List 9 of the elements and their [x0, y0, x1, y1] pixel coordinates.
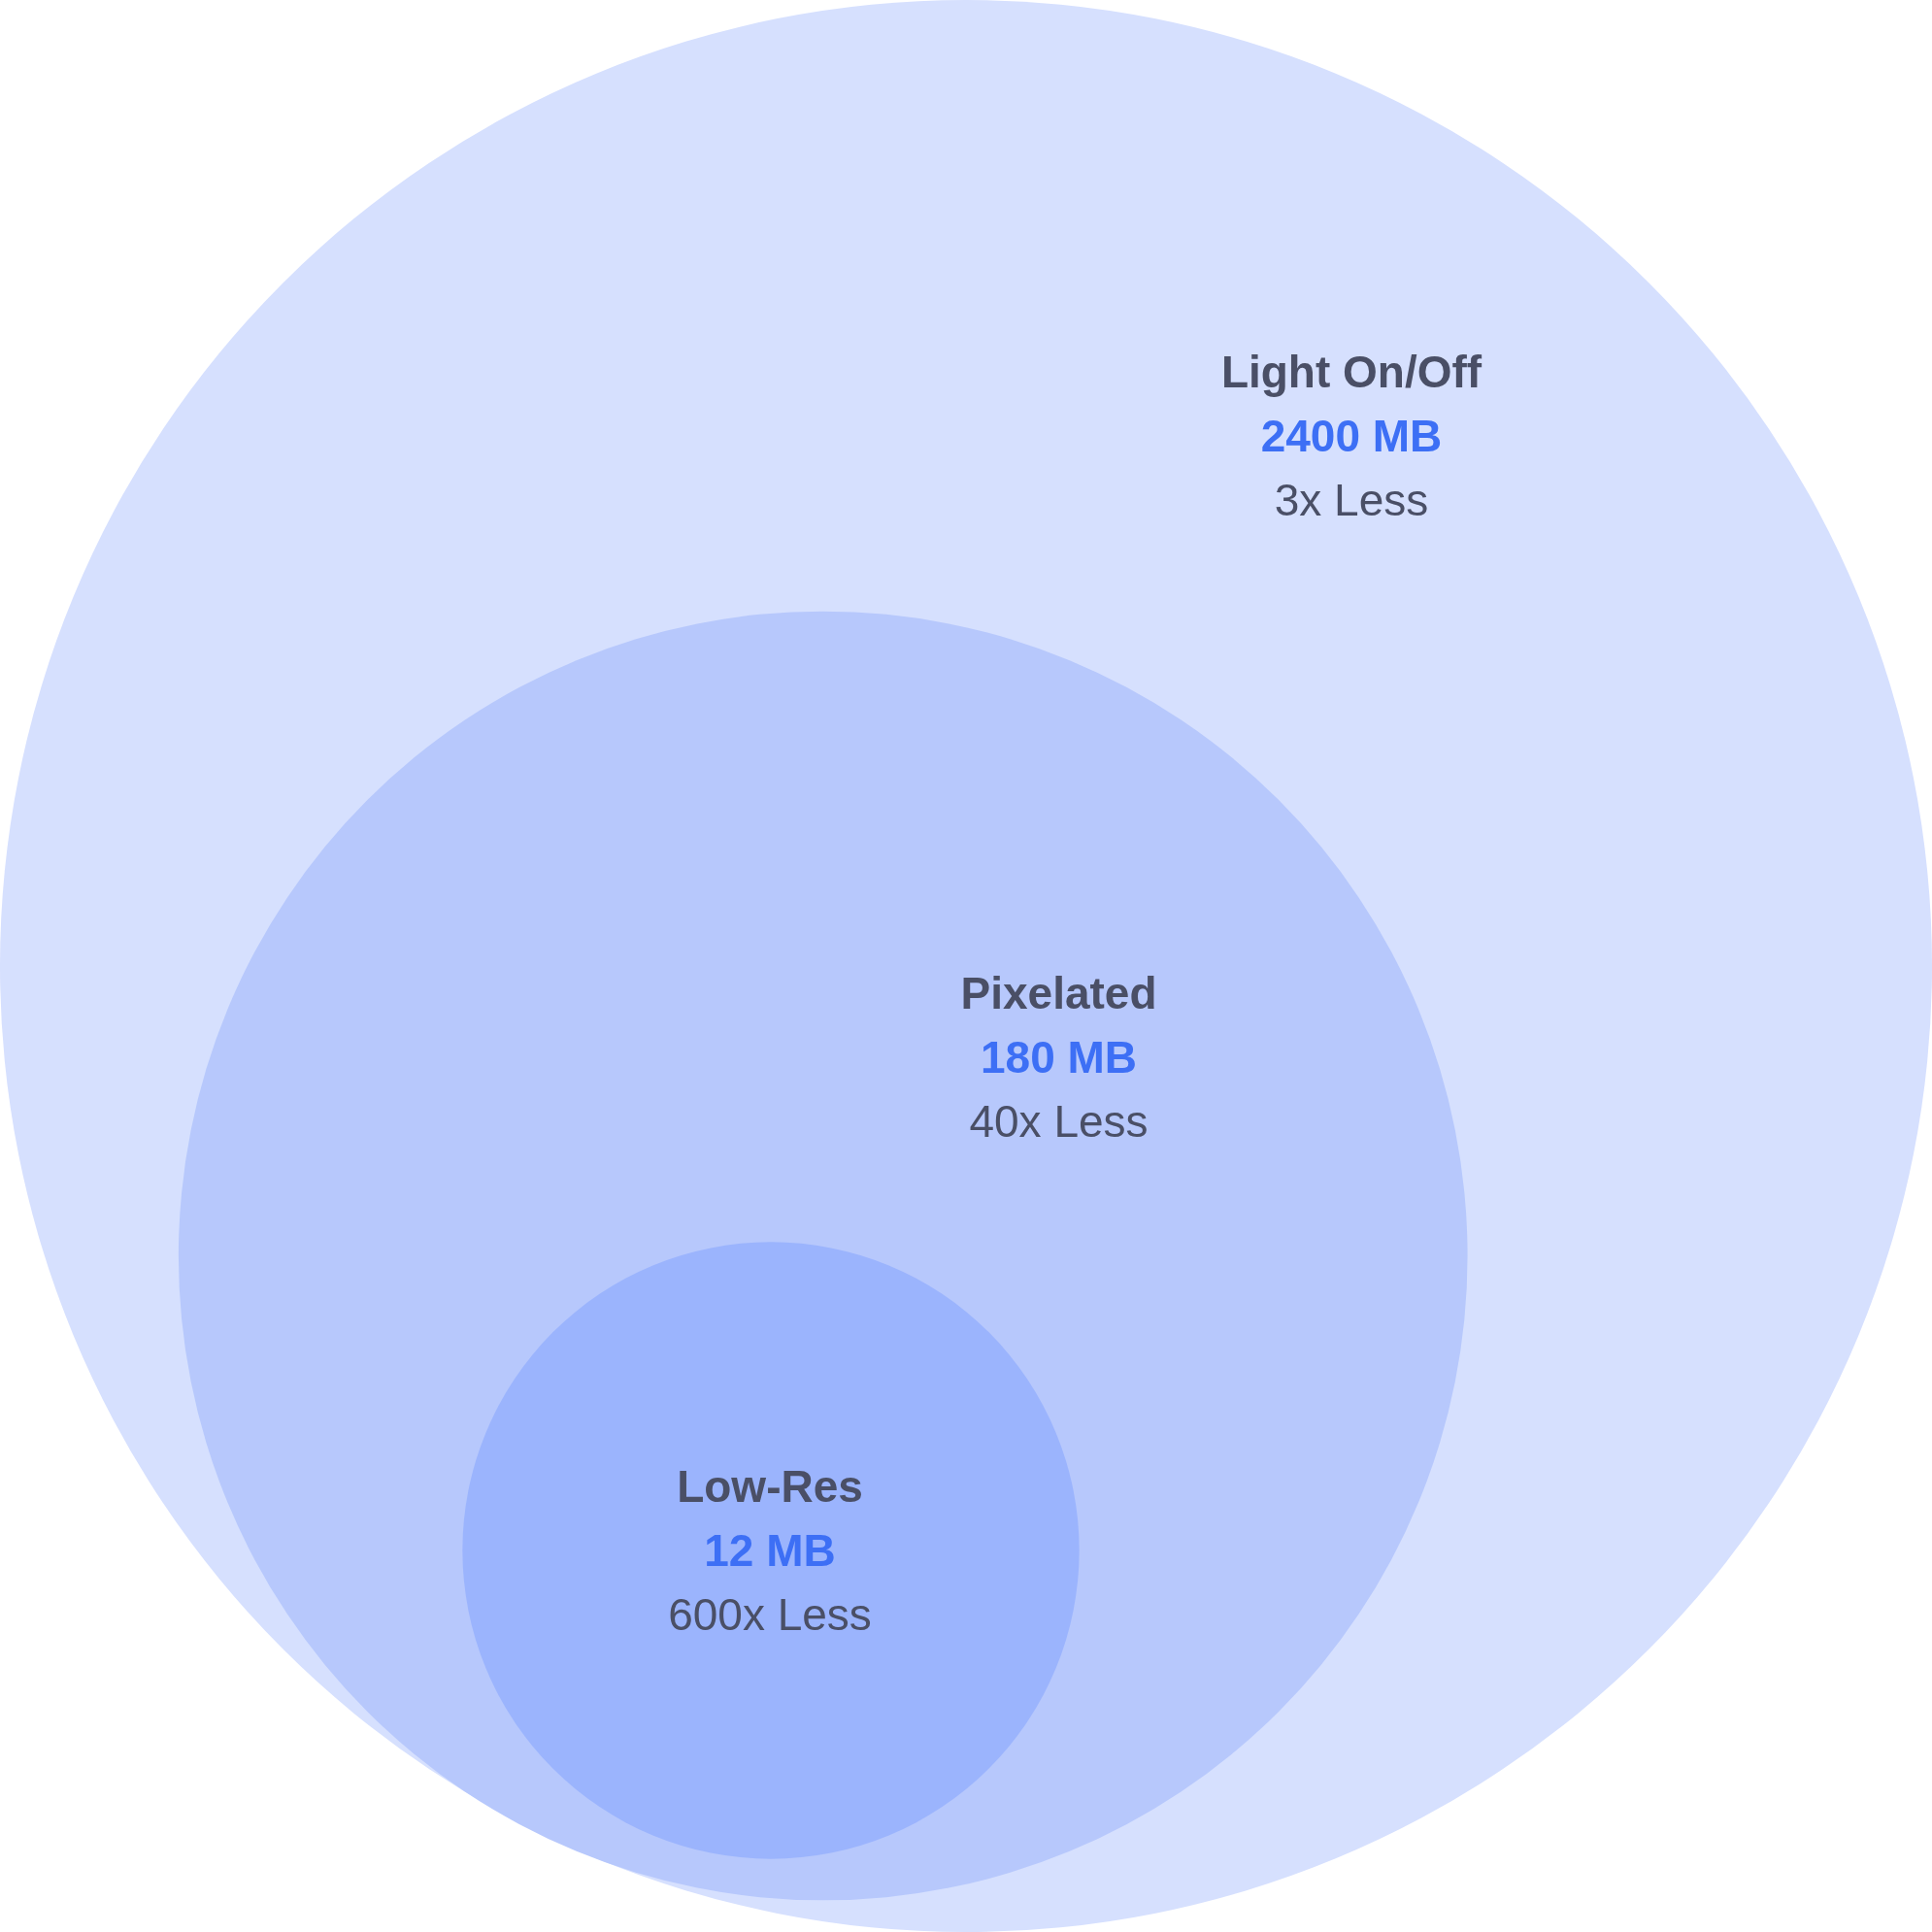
data-label: 12 MB	[704, 1524, 836, 1576]
category-label: Low-Res	[677, 1460, 863, 1512]
text: 3x Less	[1274, 474, 1429, 525]
category-label: Pixelated	[960, 967, 1157, 1018]
category-label: Light On/Off	[1220, 346, 1482, 397]
text: 600x Less	[668, 1588, 872, 1640]
data-label: 2400 MB	[1260, 410, 1443, 461]
text: 40x Less	[969, 1095, 1149, 1147]
data-label: 180 MB	[980, 1031, 1138, 1083]
